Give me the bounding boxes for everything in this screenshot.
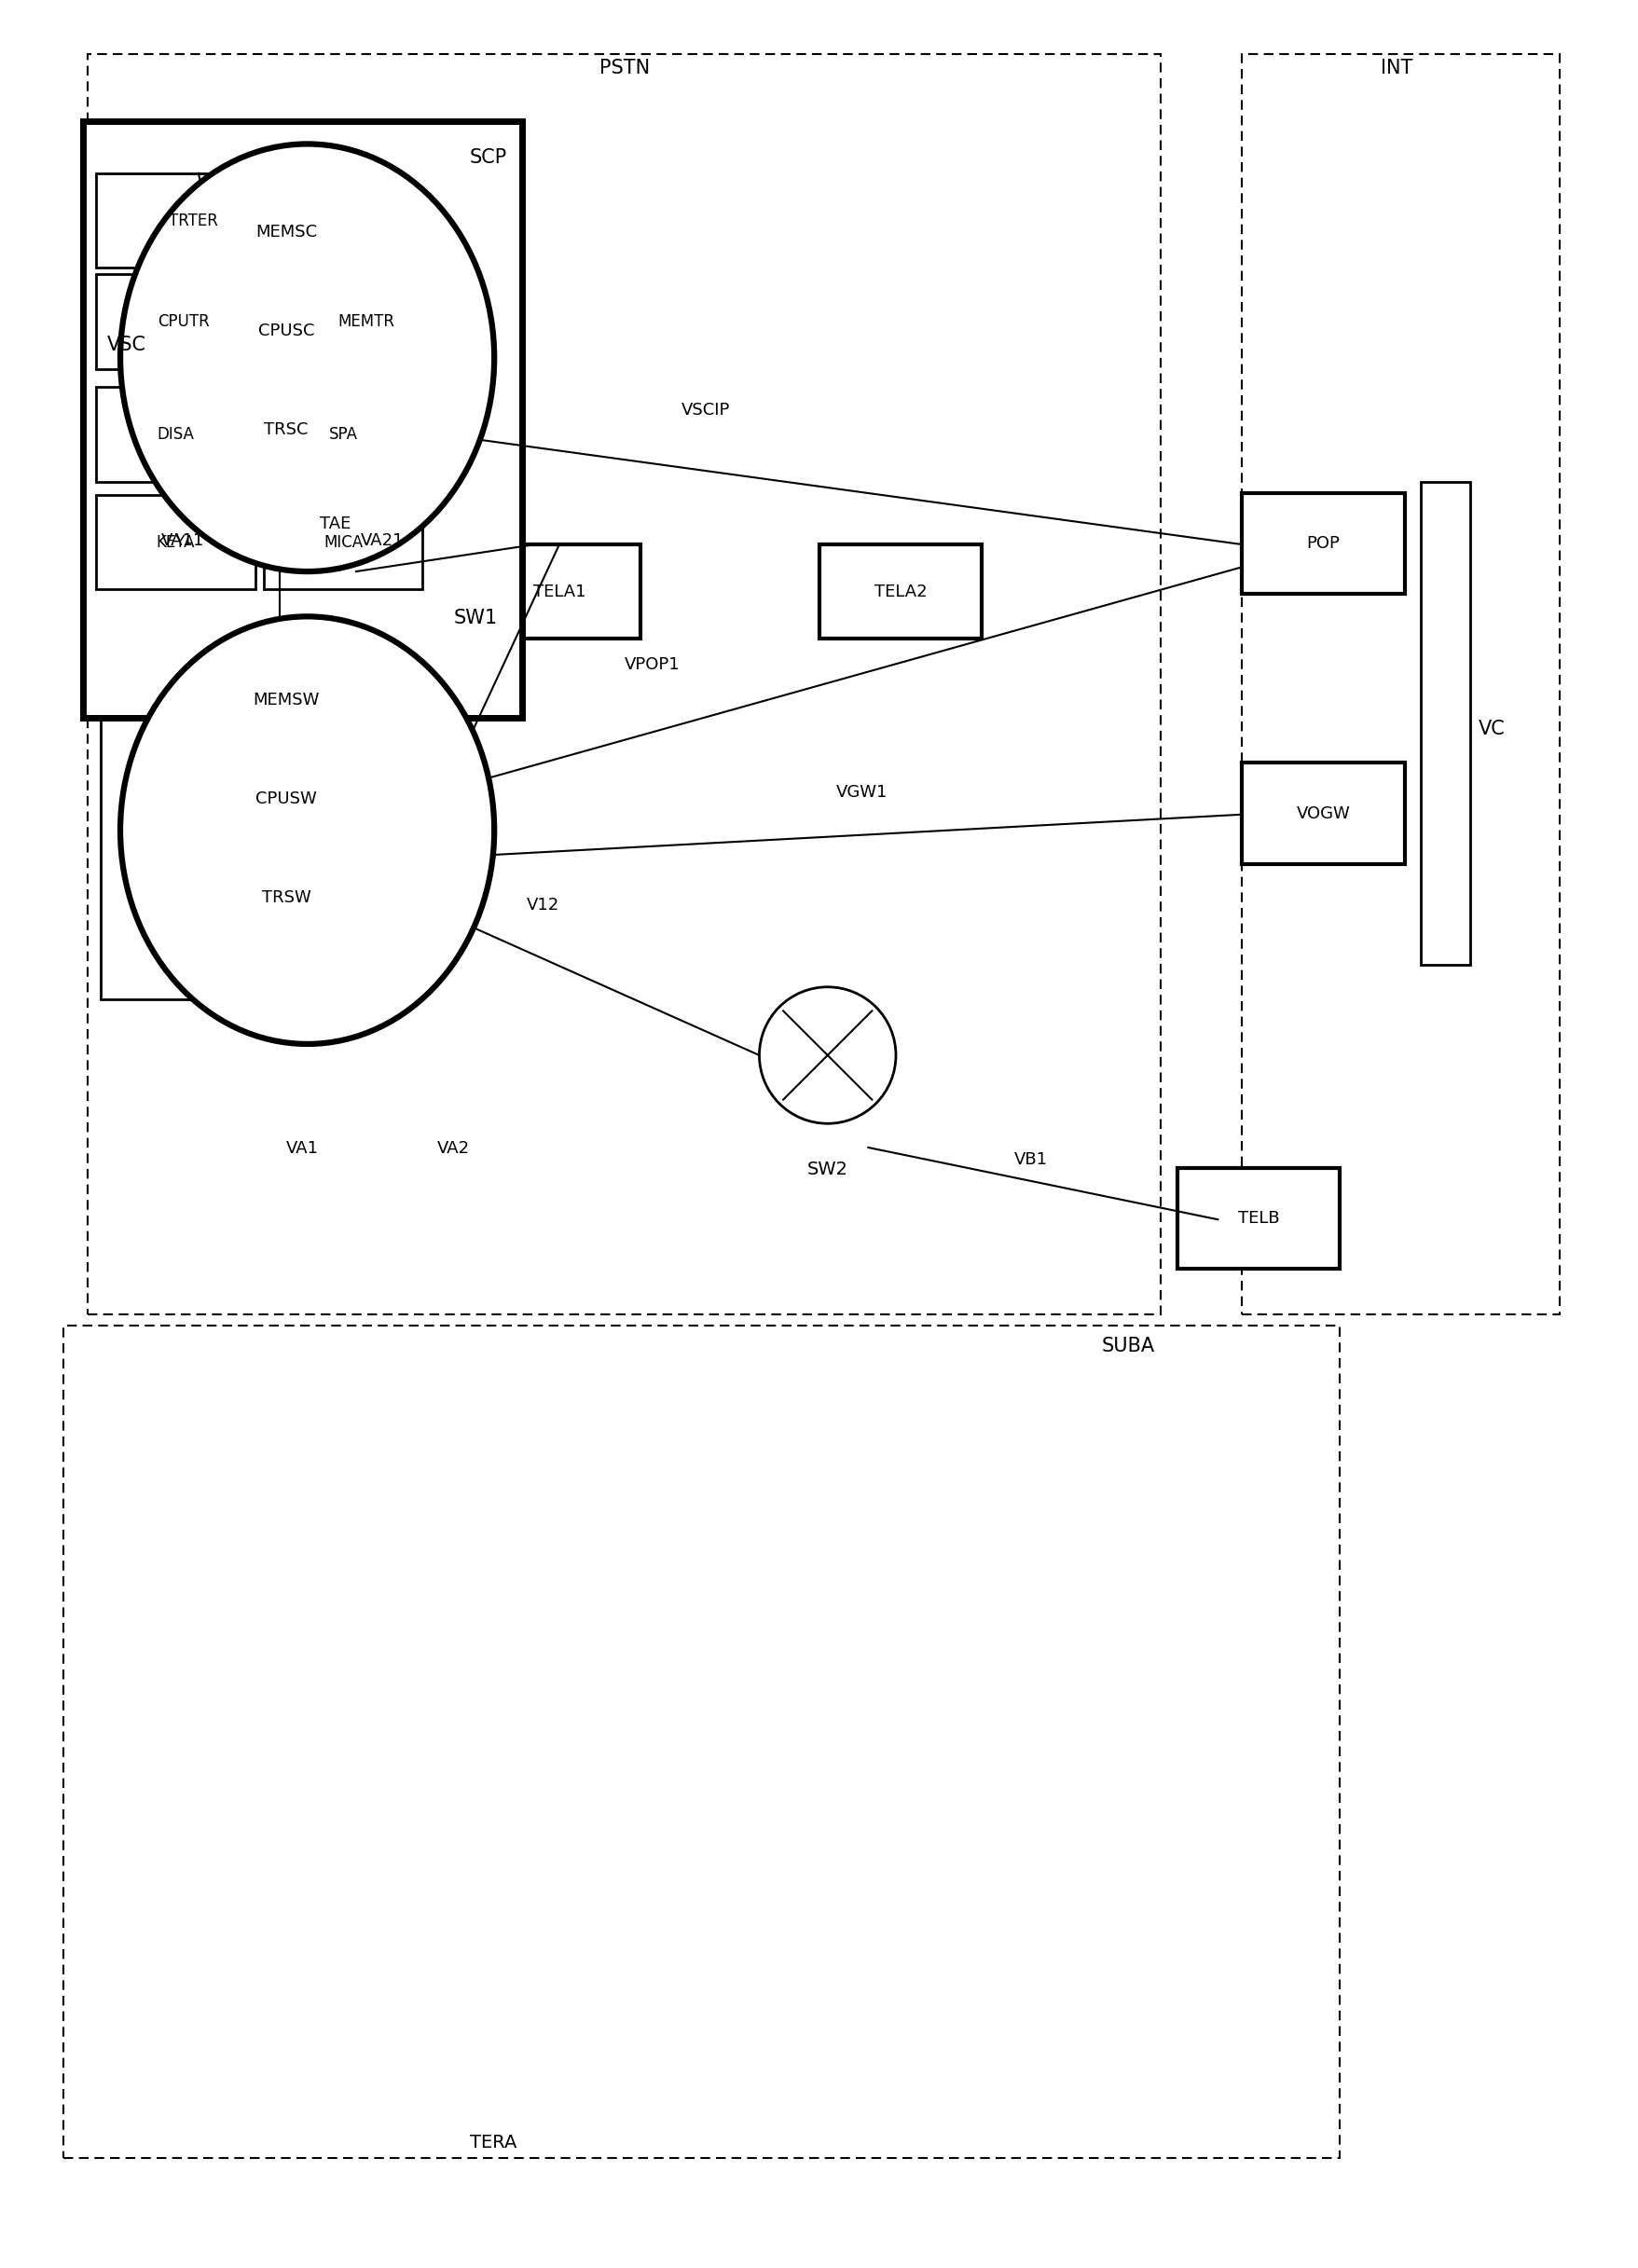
Text: SW1: SW1: [454, 610, 498, 628]
Text: CPUSC: CPUSC: [257, 322, 314, 340]
Bar: [1242, 492, 1404, 594]
Bar: [165, 284, 406, 379]
Bar: [88, 54, 1160, 1313]
Text: CPUTR: CPUTR: [157, 313, 210, 331]
Text: SUBA: SUBA: [1101, 1336, 1155, 1356]
Bar: [97, 494, 256, 590]
Text: VC: VC: [1477, 719, 1504, 739]
Bar: [165, 383, 406, 476]
Text: V12: V12: [526, 896, 559, 914]
Bar: [1420, 481, 1469, 966]
Text: CPUSW: CPUSW: [256, 789, 316, 807]
Text: TRTER: TRTER: [169, 213, 218, 229]
Text: MICA: MICA: [323, 533, 362, 551]
Text: MEMTR: MEMTR: [337, 313, 395, 331]
Bar: [264, 494, 423, 590]
Text: VGW1: VGW1: [835, 785, 886, 801]
Bar: [165, 184, 406, 279]
Text: INT: INT: [1379, 59, 1412, 77]
Text: VA21: VA21: [360, 533, 405, 549]
Bar: [97, 274, 272, 370]
Bar: [165, 653, 406, 746]
Text: VSC: VSC: [106, 336, 146, 354]
Text: TAE: TAE: [319, 515, 351, 533]
Text: TRSC: TRSC: [264, 422, 308, 438]
Text: SPA: SPA: [328, 426, 357, 442]
Bar: [165, 850, 406, 946]
Text: VB1: VB1: [1014, 1150, 1048, 1168]
Text: VSCIP: VSCIP: [681, 401, 729, 420]
Ellipse shape: [120, 617, 495, 1043]
Text: SW2: SW2: [806, 1161, 847, 1179]
Bar: [97, 388, 256, 481]
Bar: [264, 388, 423, 481]
Bar: [819, 544, 981, 640]
Bar: [478, 544, 640, 640]
Bar: [259, 476, 413, 572]
Text: VA2: VA2: [437, 1141, 470, 1157]
Text: KEYA: KEYA: [156, 533, 195, 551]
Bar: [97, 172, 292, 268]
Text: VPOP1: VPOP1: [624, 655, 680, 674]
Bar: [1176, 1168, 1338, 1270]
Text: VOGW: VOGW: [1296, 805, 1350, 821]
Text: MEMSC: MEMSC: [256, 222, 316, 240]
Circle shape: [758, 987, 896, 1123]
Bar: [1242, 762, 1404, 864]
Bar: [100, 336, 352, 998]
Text: MEMSW: MEMSW: [252, 692, 319, 708]
Bar: [1242, 54, 1558, 1313]
Text: POP: POP: [1305, 535, 1340, 551]
Text: DISA: DISA: [157, 426, 193, 442]
Text: SCP: SCP: [470, 147, 508, 166]
Bar: [84, 122, 521, 717]
Text: TRSW: TRSW: [262, 889, 311, 907]
Text: TELA1: TELA1: [532, 583, 585, 601]
Bar: [278, 274, 454, 370]
Text: TERA: TERA: [470, 2134, 516, 2150]
Bar: [64, 1325, 1338, 2157]
Text: TELB: TELB: [1237, 1211, 1279, 1227]
Text: PSTN: PSTN: [600, 59, 649, 77]
Text: VA11: VA11: [161, 533, 205, 549]
Text: TELA2: TELA2: [875, 583, 927, 601]
Bar: [165, 751, 406, 846]
Ellipse shape: [120, 143, 495, 572]
Text: VA1: VA1: [287, 1141, 319, 1157]
